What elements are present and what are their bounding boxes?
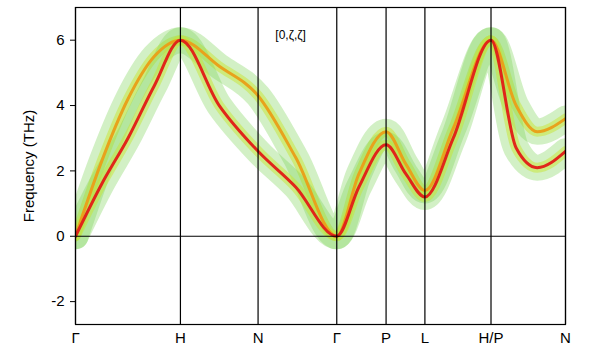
svg-text:[0,ζ,ζ]: [0,ζ,ζ] <box>275 28 306 42</box>
svg-text:H: H <box>175 329 186 346</box>
svg-text:N: N <box>560 329 571 346</box>
svg-text:Frequency (THz): Frequency (THz) <box>20 110 37 223</box>
svg-text:6: 6 <box>56 31 64 48</box>
svg-text:Γ: Γ <box>333 329 341 346</box>
svg-text:4: 4 <box>56 96 64 113</box>
svg-text:Γ: Γ <box>71 329 79 346</box>
svg-text:H/P: H/P <box>478 329 503 346</box>
svg-text:L: L <box>421 329 429 346</box>
svg-text:N: N <box>253 329 264 346</box>
svg-text:0: 0 <box>56 227 64 244</box>
svg-text:P: P <box>381 329 391 346</box>
svg-text:2: 2 <box>56 162 64 179</box>
svg-text:-2: -2 <box>51 292 64 309</box>
